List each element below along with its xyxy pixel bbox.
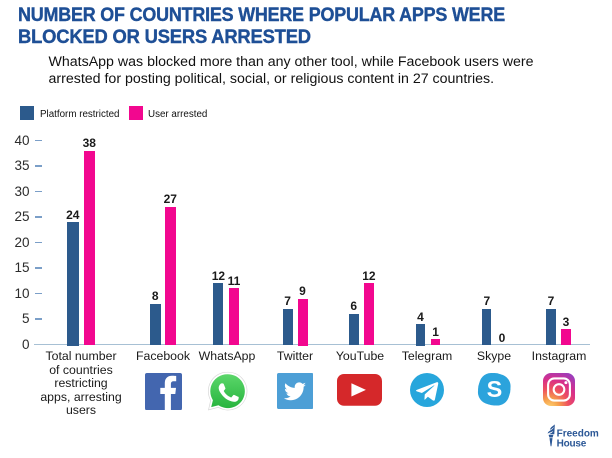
svg-text:House: House	[557, 438, 587, 449]
svg-text:Freedom: Freedom	[557, 428, 599, 439]
svg-text:S: S	[486, 377, 502, 403]
